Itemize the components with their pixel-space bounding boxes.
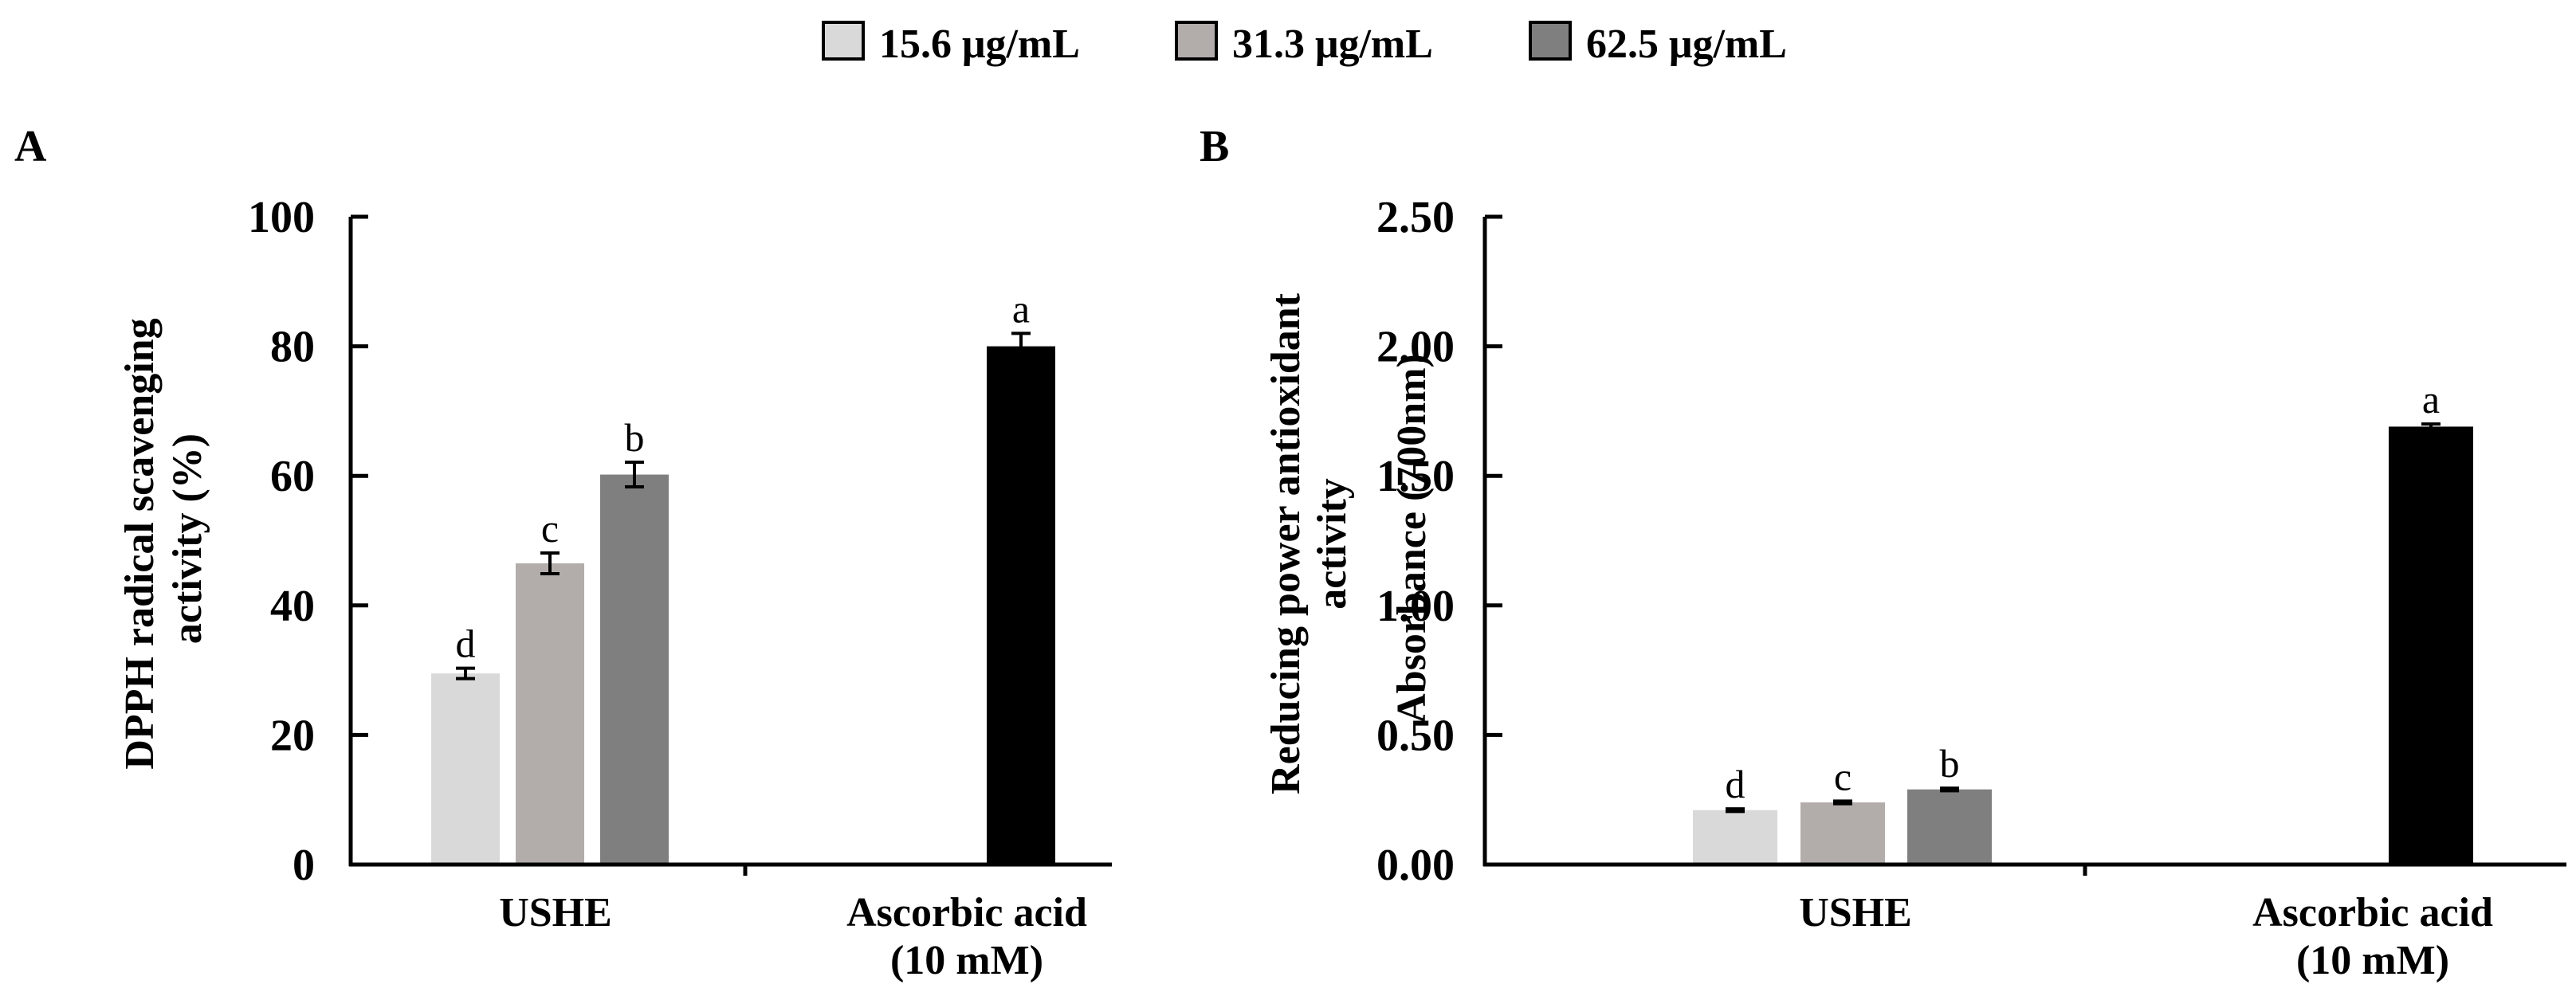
bar-a-1 — [431, 673, 500, 865]
y-axis-title-b: Reducing power antioxidant activity Abso… — [1263, 283, 1435, 794]
legend-swatch-2 — [1175, 21, 1218, 61]
legend-label-1: 15.6 μg/mL — [879, 22, 1080, 67]
category-label-a-1: USHE — [499, 890, 612, 935]
bar-a-4 — [987, 346, 1055, 865]
y-tick-label-a-3: 40 — [270, 582, 315, 631]
chart-panel-a: A DPPH radical scavenging activity (%) d… — [14, 122, 1112, 983]
y-tick-label-b-4: 1.50 — [1376, 452, 1455, 501]
y-tick-label-a-5: 80 — [270, 323, 315, 372]
significance-letter-b-4: a — [2422, 377, 2440, 422]
y-axis-title-a-line-2: activity (%) — [165, 433, 210, 644]
y-tick-label-b-1: 0.00 — [1376, 841, 1455, 890]
significance-letter-a-2: c — [541, 506, 559, 551]
error-bar-a-2 — [540, 551, 560, 575]
bar-a-2 — [516, 563, 584, 865]
y-tick-label-b-2: 0.50 — [1376, 711, 1455, 760]
y-axis-title-a-line-1: DPPH radical scavenging — [117, 318, 163, 769]
error-bar-a-1 — [456, 666, 475, 680]
error-bar-b-1 — [1726, 807, 1745, 814]
significance-letter-b-1: d — [1726, 762, 1745, 806]
y-tick-label-a-1: 0 — [293, 841, 315, 890]
y-axis-title-b-line-1: Reducing power antioxidant — [1263, 292, 1309, 794]
legend-label-2: 31.3 μg/mL — [1232, 22, 1433, 67]
category-label-a-2: Ascorbic acid (10 mM) — [846, 890, 1087, 983]
significance-letter-a-4: a — [1012, 286, 1030, 331]
y-tick-label-a-2: 20 — [270, 711, 315, 760]
panel-label-a: A — [14, 122, 47, 171]
error-bar-b-2 — [1833, 799, 1852, 806]
bar-a-3 — [600, 474, 669, 865]
bar-b-2 — [1800, 802, 1885, 865]
legend-item-2: 31.3 μg/mL — [1175, 21, 1433, 67]
y-axis-title-b-line-2: activity — [1310, 478, 1355, 610]
y-tick-label-a-6: 100 — [248, 193, 315, 242]
significance-letter-b-3: b — [1940, 741, 1960, 786]
panel-label-b: B — [1200, 122, 1229, 171]
error-bar-a-3 — [625, 461, 644, 489]
significance-letter-b-2: c — [1834, 754, 1852, 798]
legend-item-1: 15.6 μg/mL — [822, 21, 1080, 67]
legend: 15.6 μg/mL 31.3 μg/mL 62.5 μg/mL — [822, 21, 1787, 67]
bar-b-4 — [2389, 426, 2473, 865]
chart-panel-b: B Reducing power antioxidant activity Ab… — [1200, 122, 2566, 983]
bar-b-3 — [1907, 789, 1992, 865]
y-tick-label-b-5: 2.00 — [1376, 323, 1455, 372]
y-tick-label-b-3: 1.00 — [1376, 582, 1455, 631]
legend-label-3: 62.5 μg/mL — [1586, 22, 1787, 67]
error-bar-b-3 — [1940, 786, 1959, 793]
legend-item-3: 62.5 μg/mL — [1529, 21, 1787, 67]
legend-swatch-3 — [1529, 21, 1572, 61]
category-label-b-1: USHE — [1799, 890, 1912, 935]
y-tick-label-b-6: 2.50 — [1376, 193, 1455, 242]
y-axis-title-b-line-3: Absorbance (700nm) — [1389, 354, 1435, 724]
y-tick-label-a-4: 60 — [270, 452, 315, 501]
bar-b-1 — [1693, 810, 1777, 865]
significance-letter-a-3: b — [625, 415, 645, 460]
category-label-b-2: Ascorbic acid (10 mM) — [2252, 890, 2493, 983]
significance-letter-a-1: d — [456, 622, 476, 666]
legend-swatch-1 — [822, 21, 865, 61]
error-bar-b-4 — [2421, 422, 2441, 431]
y-axis-title-a: DPPH radical scavenging activity (%) — [117, 308, 210, 769]
error-bar-a-4 — [1011, 331, 1031, 361]
